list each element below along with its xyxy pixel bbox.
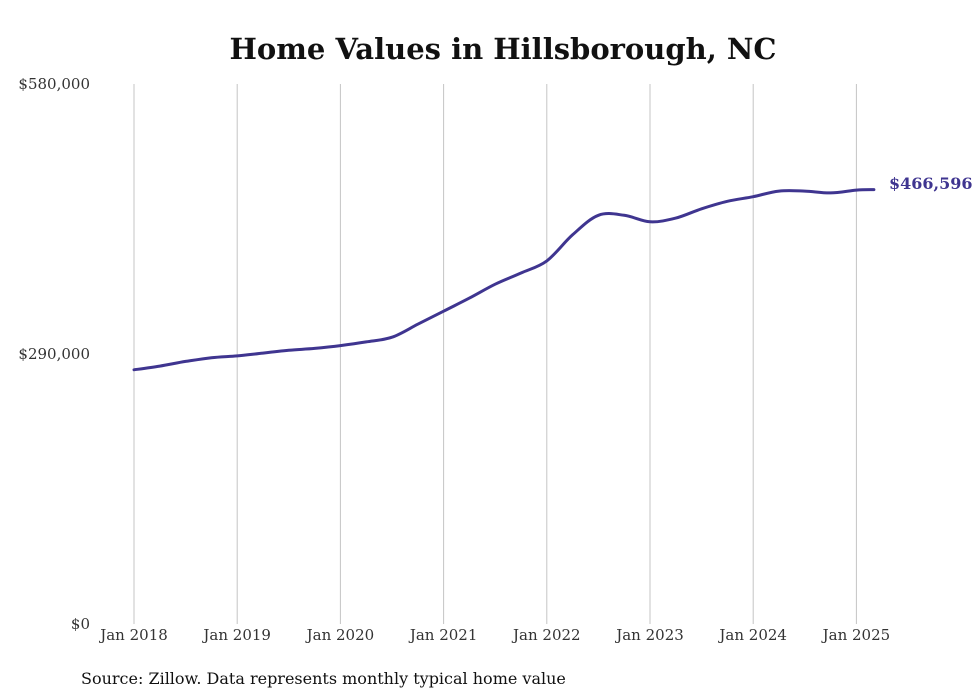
- y-axis-ticks: $0 $290,000 $580,000: [18, 75, 90, 633]
- x-tick-label: Jan 2020: [305, 626, 375, 644]
- home-value-line: [132, 188, 876, 372]
- latest-value-label: $466,596: [889, 174, 973, 193]
- y-tick-label: $580,000: [18, 75, 90, 93]
- y-tick-label: $0: [71, 615, 90, 633]
- y-tick-label: $290,000: [18, 345, 90, 363]
- x-tick-label: Jan 2022: [511, 626, 581, 644]
- x-tick-label: Jan 2023: [614, 626, 684, 644]
- x-axis-ticks: Jan 2018 Jan 2019 Jan 2020 Jan 2021 Jan 2022…: [98, 626, 890, 644]
- source-note: Source: Zillow. Data represents monthly …: [81, 669, 566, 688]
- chart-title: Home Values in Hillsborough, NC: [229, 32, 776, 66]
- x-tick-label: Jan 2025: [821, 626, 891, 644]
- x-tick-label: Jan 2021: [408, 626, 478, 644]
- x-tick-label: Jan 2024: [717, 626, 787, 644]
- grid-lines: [133, 84, 857, 624]
- x-tick-label: Jan 2019: [201, 626, 271, 644]
- x-tick-label: Jan 2018: [98, 626, 168, 644]
